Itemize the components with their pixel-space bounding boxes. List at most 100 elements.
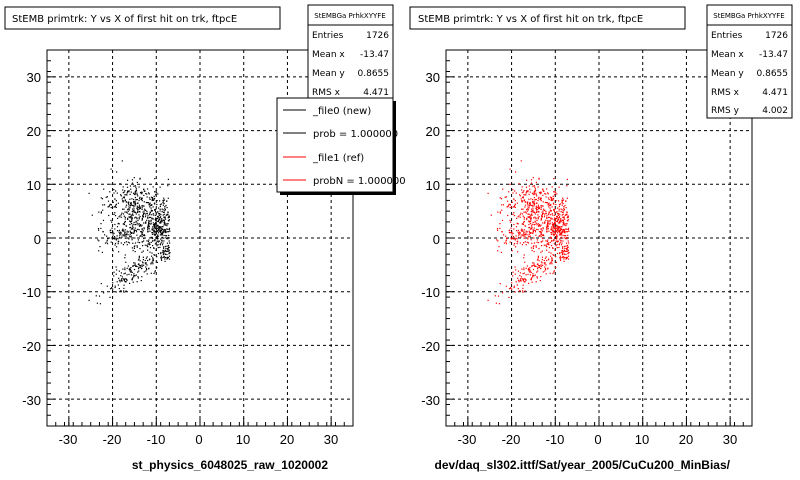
scatter-point xyxy=(552,202,554,204)
scatter-point xyxy=(531,213,533,215)
scatter-point xyxy=(559,229,562,232)
scatter-point xyxy=(560,208,562,210)
scatter-point xyxy=(152,257,154,259)
scatter-point xyxy=(521,200,523,202)
scatter-point xyxy=(512,238,515,240)
scatter-point xyxy=(156,240,158,242)
scatter-point xyxy=(148,239,150,241)
scatter-point xyxy=(528,223,530,226)
scatter-point xyxy=(142,245,144,247)
scatter-point xyxy=(514,273,516,275)
scatter-point xyxy=(169,242,171,244)
scatter-point xyxy=(548,243,550,246)
scatter-point xyxy=(533,193,535,195)
scatter-point xyxy=(534,265,536,267)
scatter-point xyxy=(103,292,105,294)
scatter-point xyxy=(118,288,120,290)
scatter-point xyxy=(130,267,132,269)
scatter-point xyxy=(150,209,152,211)
scatter-point xyxy=(135,221,137,223)
scatter-point xyxy=(543,216,546,218)
scatter-point xyxy=(136,207,138,209)
scatter-point xyxy=(558,208,560,210)
scatter-point xyxy=(513,206,515,208)
scatter-point xyxy=(98,229,100,231)
scatter-point xyxy=(123,200,125,202)
scatter-point xyxy=(533,205,535,207)
scatter-point xyxy=(125,225,127,227)
scatter-point xyxy=(129,270,131,272)
scatter-point xyxy=(122,268,124,270)
scatter-point xyxy=(542,205,544,207)
scatter-point xyxy=(149,230,151,232)
scatter-point xyxy=(157,234,159,236)
scatter-point xyxy=(146,273,148,275)
scatter-point xyxy=(514,203,516,205)
scatter-point xyxy=(138,270,140,272)
scatter-point xyxy=(130,202,132,204)
stats-value: 0.8655 xyxy=(757,69,789,79)
scatter-point xyxy=(499,197,501,199)
scatter-point xyxy=(556,215,558,218)
scatter-point xyxy=(522,287,524,289)
scatter-point xyxy=(510,237,512,239)
legend-label: probN = 1.000000 xyxy=(313,176,406,187)
scatter-point xyxy=(148,222,150,224)
scatter-point xyxy=(534,186,536,188)
scatter-point xyxy=(137,228,139,230)
scatter-point xyxy=(123,230,125,232)
scatter-point xyxy=(542,271,544,273)
scatter-point xyxy=(540,267,542,269)
scatter-point xyxy=(122,200,124,202)
scatter-point xyxy=(501,209,503,211)
scatter-point xyxy=(155,194,157,196)
scatter-point xyxy=(546,249,548,251)
scatter-point xyxy=(148,242,150,244)
scatter-point xyxy=(512,192,514,194)
axis-ticks-left xyxy=(46,49,354,427)
scatter-point xyxy=(160,238,162,240)
scatter-point xyxy=(559,219,561,221)
scatter-point xyxy=(519,279,522,281)
scatter-point xyxy=(546,240,548,242)
scatter-point xyxy=(156,227,159,229)
scatter-point xyxy=(554,214,556,216)
scatter-point xyxy=(506,238,508,240)
scatter-point xyxy=(158,218,161,220)
scatter-point xyxy=(167,220,169,222)
scatter-point xyxy=(166,213,168,215)
scatter-point xyxy=(515,192,517,194)
scatter-point xyxy=(547,259,550,261)
scatter-point xyxy=(159,225,161,228)
scatter-point xyxy=(535,246,537,248)
scatter-point xyxy=(161,240,163,242)
scatter-point xyxy=(141,192,143,194)
scatter-point xyxy=(129,235,131,237)
scatter-point xyxy=(566,236,568,239)
scatter-point xyxy=(553,209,555,211)
scatter-point xyxy=(164,246,166,248)
scatter-point xyxy=(133,211,135,213)
scatter-point xyxy=(558,246,560,248)
scatter-point xyxy=(551,213,553,215)
scatter-point xyxy=(152,218,154,220)
scatter-point xyxy=(153,233,155,235)
scatter-point xyxy=(524,278,526,280)
scatter-point xyxy=(518,281,520,283)
scatter-point xyxy=(124,281,126,283)
scatter-point xyxy=(560,232,562,234)
scatter-point xyxy=(109,296,111,298)
scatter-point xyxy=(548,212,550,214)
scatter-point xyxy=(502,188,504,190)
scatter-point xyxy=(147,229,149,231)
scatter-point xyxy=(550,228,552,230)
scatter-point xyxy=(553,231,555,233)
scatter-point xyxy=(162,246,165,248)
scatter-point xyxy=(531,210,533,212)
scatter-point xyxy=(546,227,548,229)
scatter-point xyxy=(129,268,132,271)
scatter-point xyxy=(120,194,122,196)
scatter-point xyxy=(138,217,140,219)
scatter-point xyxy=(537,268,539,270)
scatter-point xyxy=(556,252,559,255)
